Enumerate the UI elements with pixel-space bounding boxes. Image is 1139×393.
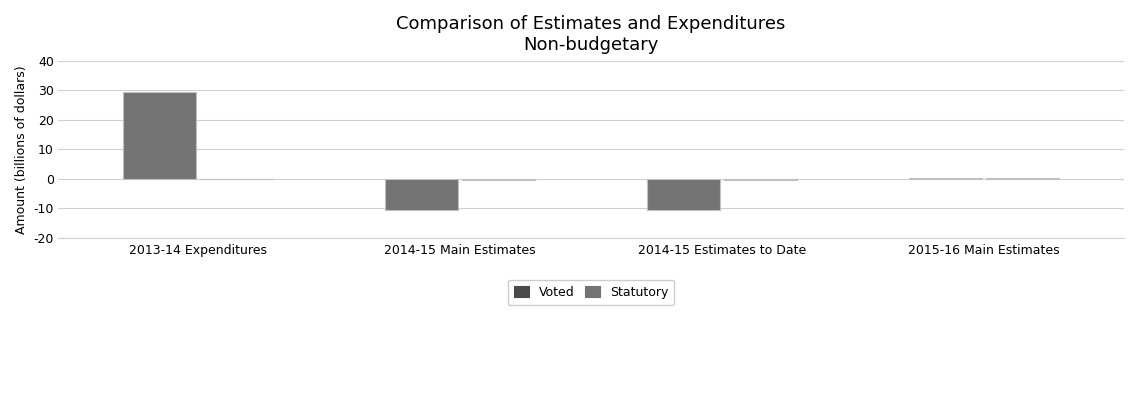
Bar <box>986 178 1059 179</box>
Bar <box>724 179 797 180</box>
Bar <box>909 178 983 179</box>
Y-axis label: Amount (billions of dollars): Amount (billions of dollars) <box>15 65 28 233</box>
Bar <box>123 92 196 179</box>
Bar <box>461 179 535 180</box>
Legend: Voted, Statutory: Voted, Statutory <box>508 280 674 305</box>
Title: Comparison of Estimates and Expenditures
Non-budgetary: Comparison of Estimates and Expenditures… <box>396 15 786 54</box>
Bar <box>647 179 720 210</box>
Bar <box>385 179 458 210</box>
